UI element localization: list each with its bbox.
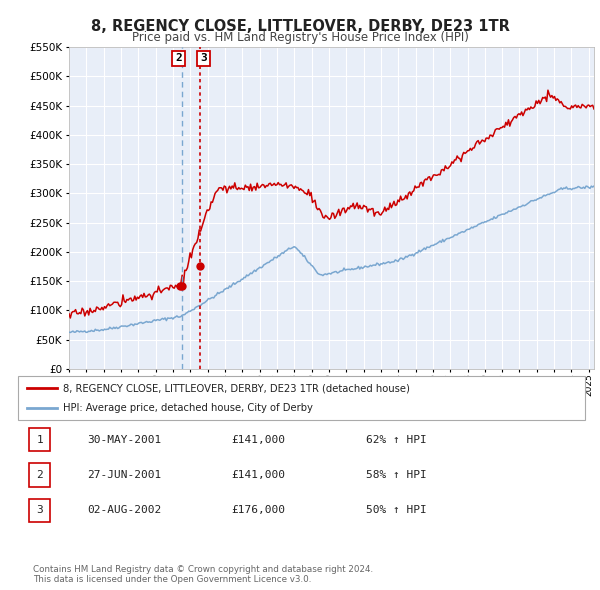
Text: 1: 1 (37, 435, 43, 444)
Text: 3: 3 (37, 506, 43, 515)
Text: Contains HM Land Registry data © Crown copyright and database right 2024.: Contains HM Land Registry data © Crown c… (33, 565, 373, 574)
Text: 62% ↑ HPI: 62% ↑ HPI (366, 435, 427, 444)
Text: 27-JUN-2001: 27-JUN-2001 (87, 470, 161, 480)
Text: HPI: Average price, detached house, City of Derby: HPI: Average price, detached house, City… (63, 403, 313, 412)
Text: £141,000: £141,000 (231, 435, 285, 444)
Text: £141,000: £141,000 (231, 470, 285, 480)
Text: 58% ↑ HPI: 58% ↑ HPI (366, 470, 427, 480)
Text: 30-MAY-2001: 30-MAY-2001 (87, 435, 161, 444)
Text: 02-AUG-2002: 02-AUG-2002 (87, 506, 161, 515)
Text: Price paid vs. HM Land Registry's House Price Index (HPI): Price paid vs. HM Land Registry's House … (131, 31, 469, 44)
Text: 2: 2 (37, 470, 43, 480)
Text: 2: 2 (175, 54, 182, 64)
Text: 3: 3 (200, 54, 207, 64)
Text: This data is licensed under the Open Government Licence v3.0.: This data is licensed under the Open Gov… (33, 575, 311, 584)
Text: 50% ↑ HPI: 50% ↑ HPI (366, 506, 427, 515)
Text: 8, REGENCY CLOSE, LITTLEOVER, DERBY, DE23 1TR (detached house): 8, REGENCY CLOSE, LITTLEOVER, DERBY, DE2… (63, 384, 410, 393)
Text: 8, REGENCY CLOSE, LITTLEOVER, DERBY, DE23 1TR: 8, REGENCY CLOSE, LITTLEOVER, DERBY, DE2… (91, 19, 509, 34)
Text: £176,000: £176,000 (231, 506, 285, 515)
